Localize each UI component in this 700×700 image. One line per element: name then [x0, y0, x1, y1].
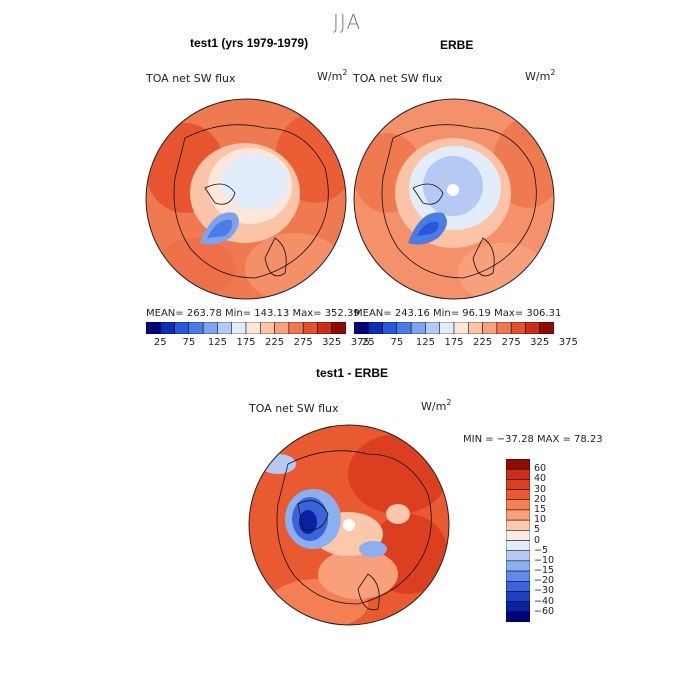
colorbar-tick-label: 175	[236, 337, 256, 348]
colorbar-diff-ticks: 60 40 30 20 15 10 5 0 −5 −10 −15 −20 −30 −40 −60	[534, 459, 574, 622]
diff-variable: TOA net SW flux	[249, 402, 339, 415]
colorbar-swatch	[274, 322, 290, 334]
colorbar-tick-label: −15	[534, 565, 555, 577]
colorbar-tick-label: 75	[182, 337, 196, 348]
colorbar-swatch	[506, 591, 530, 602]
colorbar-panel-1-ticks: 25 75 125 175 225 275 325 375	[146, 337, 370, 351]
colorbar-tick-label: 20	[534, 493, 547, 505]
colorbar-swatch	[288, 322, 304, 334]
colorbar-swatch	[245, 322, 261, 334]
colorbar-swatch	[146, 322, 161, 334]
page-title: JJA	[333, 10, 362, 34]
colorbar-panel-2-ticks: 25 75 125 175 225 275 325 375	[354, 337, 578, 351]
colorbar-swatch	[506, 601, 530, 613]
colorbar-diff	[506, 459, 530, 622]
colorbar-swatch	[354, 322, 369, 334]
colorbar-swatch	[506, 459, 530, 470]
colorbar-tick-label: −5	[534, 544, 549, 556]
colorbar-swatch	[174, 322, 190, 334]
colorbar-tick-label: 15	[534, 503, 547, 515]
colorbar-swatch	[382, 322, 398, 334]
panel-1-stats: MEAN= 263.78 Min= 143.13 Max= 352.39	[146, 308, 360, 319]
diff-stats: MIN = −37.28 MAX = 78.23	[463, 434, 603, 445]
colorbar-tick-label: 10	[534, 514, 547, 526]
colorbar-swatch	[439, 322, 455, 334]
colorbar-tick-label: −30	[534, 585, 555, 597]
colorbar-swatch	[539, 322, 554, 334]
panel-2-variable: TOA net SW flux	[353, 72, 443, 85]
colorbar-swatch	[202, 322, 218, 334]
map-panel-2	[353, 98, 555, 300]
map-panel-1	[145, 98, 347, 300]
colorbar-tick-label: 225	[473, 337, 493, 348]
colorbar-tick-label: 325	[530, 337, 550, 348]
colorbar-tick-label: 60	[534, 463, 547, 475]
colorbar-swatch	[188, 322, 204, 334]
colorbar-tick-label: 30	[534, 483, 547, 495]
colorbar-swatch	[368, 322, 383, 334]
colorbar-tick-label: 375	[350, 337, 370, 348]
colorbar-tick-label: −10	[534, 554, 555, 566]
colorbar-swatch	[260, 322, 275, 334]
colorbar-tick-label: 25	[153, 337, 167, 348]
colorbar-swatch	[410, 322, 426, 334]
colorbar-swatch	[453, 322, 469, 334]
colorbar-tick-label: 75	[390, 337, 404, 348]
panel-2-stats: MEAN= 243.16 Min= 96.19 Max= 306.31	[354, 308, 562, 319]
panel-1-variable: TOA net SW flux	[146, 72, 236, 85]
colorbar-tick-label: 225	[265, 337, 285, 348]
colorbar-swatch	[506, 479, 530, 490]
colorbar-tick-label: 325	[322, 337, 342, 348]
panel-2-heading: ERBE	[440, 38, 474, 52]
map-diff	[248, 424, 450, 626]
colorbar-swatch	[510, 322, 526, 334]
colorbar-swatch	[506, 499, 530, 511]
colorbar-swatch	[506, 530, 530, 541]
diff-units: W/m2	[421, 398, 452, 413]
colorbar-swatch	[506, 509, 530, 521]
colorbar-swatch	[506, 519, 530, 531]
colorbar-tick-label: −20	[534, 575, 555, 587]
colorbar-swatch	[525, 322, 540, 334]
colorbar-panel-2	[354, 322, 554, 334]
colorbar-swatch	[425, 322, 440, 334]
colorbar-swatch	[506, 540, 530, 551]
panel-1-units: W/m2	[317, 68, 348, 83]
colorbar-swatch	[317, 322, 332, 334]
colorbar-tick-label: −60	[534, 605, 555, 617]
colorbar-panel-1	[146, 322, 346, 334]
colorbar-swatch	[506, 550, 530, 562]
colorbar-swatch	[160, 322, 175, 334]
colorbar-tick-label: 275	[501, 337, 521, 348]
colorbar-swatch	[506, 570, 530, 582]
colorbar-tick-label: −40	[534, 595, 555, 607]
panel-1-heading: test1 (yrs 1979-1979)	[190, 36, 309, 50]
colorbar-swatch	[396, 322, 412, 334]
colorbar-tick-label: 125	[207, 337, 227, 348]
colorbar-tick-label: 275	[293, 337, 313, 348]
colorbar-swatch	[217, 322, 232, 334]
colorbar-swatch	[506, 489, 530, 500]
colorbar-swatch	[231, 322, 247, 334]
colorbar-swatch	[506, 611, 530, 622]
colorbar-tick-label: 175	[444, 337, 464, 348]
colorbar-tick-label: 25	[361, 337, 375, 348]
colorbar-tick-label: 40	[534, 473, 547, 485]
colorbar-swatch	[506, 560, 530, 572]
diff-heading: test1 - ERBE	[316, 366, 389, 380]
colorbar-tick-label: 375	[558, 337, 578, 348]
colorbar-swatch	[482, 322, 498, 334]
colorbar-tick-label: 5	[534, 524, 541, 536]
colorbar-swatch	[496, 322, 512, 334]
colorbar-swatch	[506, 581, 530, 592]
colorbar-swatch	[331, 322, 346, 334]
colorbar-swatch	[506, 468, 530, 480]
colorbar-tick-label: 0	[534, 534, 541, 546]
colorbar-swatch	[468, 322, 483, 334]
colorbar-tick-label: 125	[415, 337, 435, 348]
panel-2-units: W/m2	[525, 68, 556, 83]
colorbar-swatch	[302, 322, 318, 334]
